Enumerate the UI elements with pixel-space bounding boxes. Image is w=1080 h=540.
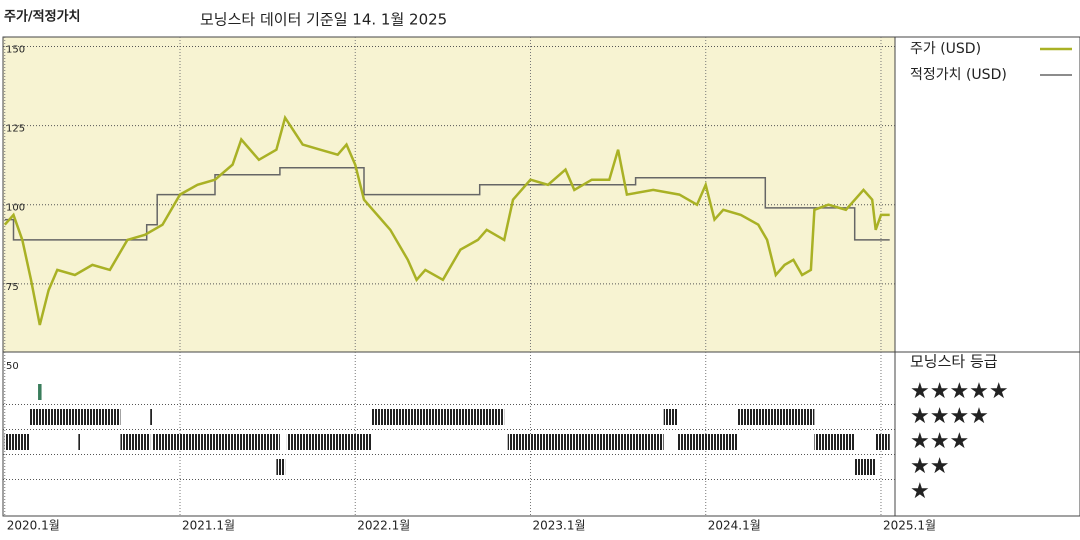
frame <box>2 36 1080 517</box>
rating-bar <box>38 384 42 400</box>
rating-bar <box>120 434 151 450</box>
x-tick-label: 2024.1월 <box>708 519 761 533</box>
rating-bar <box>276 459 286 475</box>
rating-bar <box>4 434 30 450</box>
x-tick-label: 2025.1월 <box>883 519 936 533</box>
rating-bar <box>29 409 121 425</box>
x-tick-label: 2022.1월 <box>357 519 410 533</box>
y-tick-label: 50 <box>6 361 19 372</box>
rating-label: ★★★★ <box>910 404 989 429</box>
rating-label: ★★★★★ <box>910 379 1009 404</box>
rating-bar <box>151 434 280 450</box>
legend-label: 적정가치 (USD) <box>910 67 1007 83</box>
y-tick-label: 100 <box>6 203 25 214</box>
rating-bar <box>507 434 664 450</box>
series-line <box>3 114 890 326</box>
x-tick-label: 2021.1월 <box>182 519 235 533</box>
rating-label: ★ <box>910 479 930 504</box>
rating-bar <box>875 434 890 450</box>
legend-label: 주가 (USD) <box>910 41 981 57</box>
series-line <box>4 166 890 241</box>
rating-label: ★★★ <box>910 429 969 454</box>
x-tick-label: 2020.1월 <box>7 519 60 533</box>
rating-bar <box>286 434 372 450</box>
y-tick-label: 75 <box>6 282 19 293</box>
rating-bar <box>371 409 505 425</box>
rating-bar <box>814 434 855 450</box>
x-tick-label: 2023.1월 <box>532 519 585 533</box>
rating-bar <box>677 434 738 450</box>
chart-subtitle: 모닝스타 데이터 기준일 14. 1월 2025 <box>200 11 447 29</box>
rating-bar <box>150 409 153 425</box>
chart-title: 주가/적정가치 <box>4 9 81 25</box>
rating-bar <box>737 409 815 425</box>
rating-title: 모닝스타 등급 <box>910 353 998 371</box>
y-tick-label: 125 <box>6 124 25 135</box>
rating-bar <box>854 459 876 475</box>
rating-label: ★★ <box>910 454 949 479</box>
rating-bar <box>78 434 81 450</box>
rating-bar <box>663 409 678 425</box>
y-tick-label: 150 <box>6 44 25 55</box>
